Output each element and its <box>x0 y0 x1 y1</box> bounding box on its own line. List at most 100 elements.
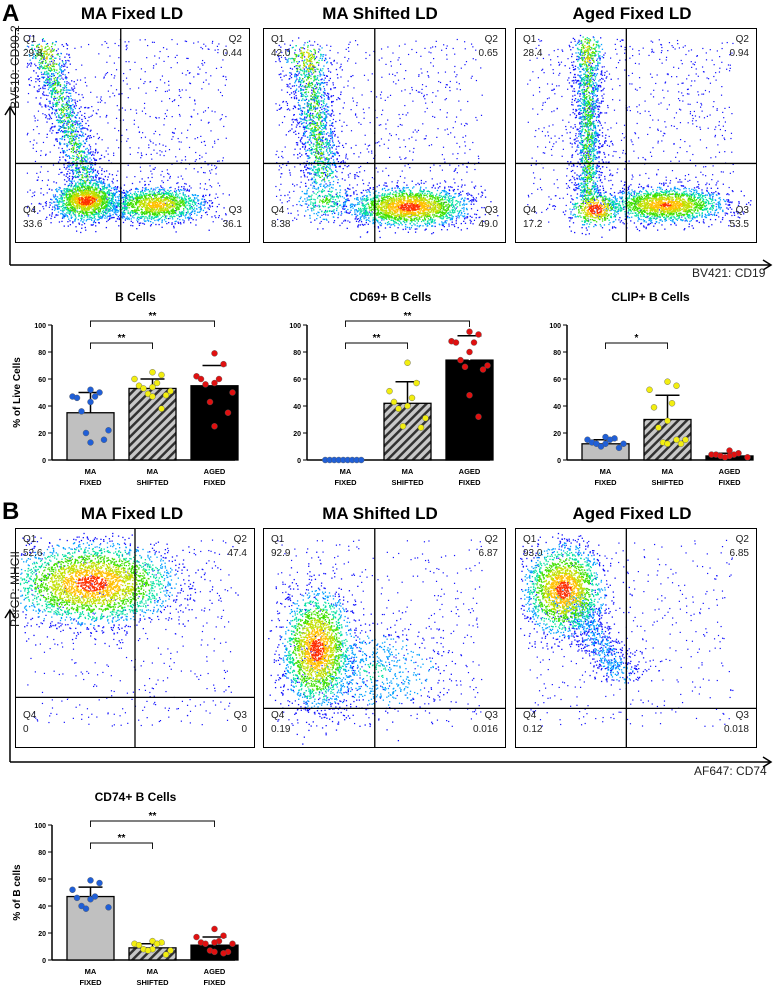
quadrant-percent-q2: 0.65 <box>479 48 499 59</box>
data-point <box>673 382 680 389</box>
plot-frame <box>515 528 757 748</box>
category-label: FIXED <box>334 478 357 487</box>
category-label: MA <box>85 967 97 976</box>
y-tick-label: 0 <box>42 458 46 465</box>
data-point <box>668 400 676 407</box>
quadrant-percent-q2: 6.87 <box>479 548 499 559</box>
data-point <box>655 424 662 431</box>
flow-plot: Q1 29.8 Q2 0.44 Q3 36.1 Q4 33.6 <box>15 28 250 243</box>
data-point <box>215 375 223 383</box>
data-point <box>91 393 99 400</box>
quadrant-name: Q4 <box>523 710 537 721</box>
data-point <box>87 896 94 903</box>
arrowhead-icon <box>762 259 773 271</box>
flow-plot-title: MA Shifted LD <box>260 4 500 24</box>
quadrant-name: Q2 <box>485 34 499 45</box>
category-label: AGED <box>719 467 741 476</box>
data-point <box>615 444 623 452</box>
quadrant-name: Q1 <box>23 34 37 45</box>
density-dots-level-2 <box>288 41 461 225</box>
quadrant-percent-q4: 0.12 <box>523 724 543 735</box>
flow-plot-title: Aged Fixed LD <box>512 4 752 24</box>
quadrant-percent-q3: 0.016 <box>473 724 498 735</box>
significance-bracket <box>345 342 408 349</box>
quadrant-name: Q4 <box>271 205 285 216</box>
category-label: FIXED <box>594 478 617 487</box>
y-tick-label: 80 <box>293 350 301 357</box>
flow-plot: Q1 28.4 Q2 0.94 Q3 53.5 Q4 17.2 <box>515 28 757 243</box>
quadrant-percent-q3: 0 <box>241 724 247 735</box>
data-point <box>479 366 487 373</box>
y-tick-label: 40 <box>38 904 46 911</box>
quadrant-percent-q4: 0.19 <box>271 724 291 735</box>
quadrant-percent-q3: 36.1 <box>223 219 243 230</box>
data-point <box>100 436 108 443</box>
quadrant-percent-q1: 92.9 <box>271 548 291 559</box>
significance-bracket <box>90 342 153 349</box>
density-dots-level-0 <box>268 539 483 745</box>
flow-plot-title: Aged Fixed LD <box>512 504 752 524</box>
data-point <box>664 440 671 448</box>
data-point <box>96 389 103 396</box>
data-point <box>390 398 398 406</box>
data-point <box>144 947 152 954</box>
data-point <box>466 391 473 399</box>
plot-frame <box>263 28 506 243</box>
data-point <box>721 454 729 461</box>
quadrant-percent-q2: 47.4 <box>228 548 248 559</box>
y-tick-label: 20 <box>293 431 301 438</box>
category-label: MA <box>147 467 159 476</box>
flow-plot: Q1 52.6 Q2 47.4 Q3 0 Q4 0 <box>15 528 255 748</box>
data-point <box>484 362 491 369</box>
data-point <box>211 379 218 387</box>
plot-frame <box>263 528 506 748</box>
quadrant-percent-q1: 93.0 <box>523 548 543 559</box>
quadrant-name: Q1 <box>271 534 285 545</box>
y-tick-label: 20 <box>38 431 46 438</box>
data-point <box>87 398 94 406</box>
quadrant-name: Q4 <box>23 205 37 216</box>
significance-label: ** <box>118 333 126 344</box>
significance-bracket <box>90 842 153 849</box>
data-point <box>664 378 671 385</box>
data-point <box>162 391 170 399</box>
data-point <box>395 405 402 412</box>
quadrant-name: Q3 <box>485 710 499 721</box>
density-dots-level-6 <box>556 581 572 600</box>
data-point <box>358 456 365 464</box>
y-tick-label: 0 <box>42 958 46 965</box>
significance-bracket <box>90 320 215 327</box>
y-tick-label: 60 <box>38 377 46 384</box>
significance-label: * <box>635 333 639 344</box>
chart-title: CLIP+ B Cells <box>611 290 690 304</box>
category-label: MA <box>85 467 97 476</box>
significance-label: ** <box>149 311 157 322</box>
data-point <box>664 417 671 425</box>
data-point <box>211 423 218 430</box>
quadrant-percent-q4: 0 <box>23 724 29 735</box>
data-point <box>78 408 85 415</box>
quadrant-name: Q1 <box>23 534 37 545</box>
category-label: MA <box>402 467 414 476</box>
data-point <box>470 339 478 346</box>
category-label: FIXED <box>718 478 741 487</box>
data-point <box>69 886 76 894</box>
significance-label: ** <box>118 833 126 844</box>
data-point <box>73 894 81 902</box>
y-axis-label: % of Live Cells <box>12 357 23 428</box>
y-tick-label: 0 <box>297 458 301 465</box>
data-point <box>162 951 170 958</box>
density-dots-level-5 <box>304 628 330 671</box>
density-dots-level-3 <box>292 608 342 691</box>
quadrant-percent-q2: 0.94 <box>730 48 750 59</box>
density-dots-level-5 <box>302 52 432 215</box>
data-point <box>211 350 218 357</box>
quadrant-name: Q4 <box>271 710 285 721</box>
density-dots-level-4 <box>298 618 336 681</box>
data-point <box>206 398 214 406</box>
data-point <box>202 940 209 948</box>
flow-plot: Q1 42.0 Q2 0.65 Q3 49.0 Q4 8.38 <box>263 28 506 243</box>
quadrant-name: Q4 <box>23 710 37 721</box>
data-point <box>475 413 482 421</box>
